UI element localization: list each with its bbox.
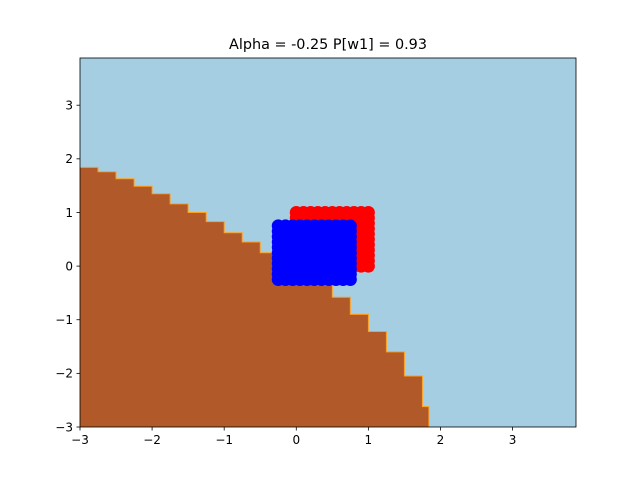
axes: −3 −2 −1 0 1 2 3 −3 −2 −1 0 1 2 3 — [55, 57, 577, 447]
x-tick-label: 0 — [292, 433, 300, 447]
axes-frame — [79, 57, 577, 428]
y-tick-label: −1 — [55, 313, 73, 327]
data-point — [343, 219, 357, 233]
x-tick-label: 3 — [509, 433, 517, 447]
y-tick-label: 3 — [65, 98, 73, 112]
y-tick-label: 0 — [65, 259, 73, 273]
chart-title: Alpha = -0.25 P[w1] = 0.93 — [229, 37, 427, 53]
plot-area — [80, 58, 576, 427]
region-class-0 — [80, 167, 429, 427]
x-tick-label: −1 — [215, 433, 233, 447]
decision-boundary — [80, 166, 430, 427]
y-tick-label: −3 — [55, 420, 73, 434]
x-tick-label: −3 — [71, 433, 89, 447]
x-tick-label: −2 — [143, 433, 161, 447]
data-point — [361, 205, 375, 219]
x-tick-label: 2 — [437, 433, 445, 447]
series-1 — [271, 219, 357, 287]
y-tick-label: 1 — [65, 206, 73, 220]
y-tick-label: 2 — [65, 152, 73, 166]
x-tick-label: 1 — [365, 433, 373, 447]
y-tick-label: −2 — [55, 367, 73, 381]
